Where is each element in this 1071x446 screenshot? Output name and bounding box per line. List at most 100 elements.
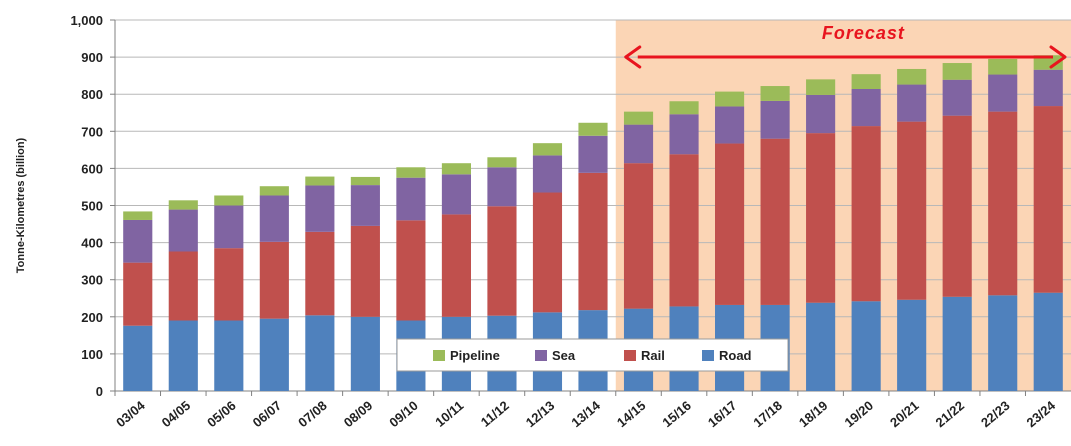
x-tick-label: 12/13 — [523, 398, 558, 430]
bar-pipeline-13-14 — [578, 122, 608, 136]
bar-sea-15-16 — [669, 114, 699, 155]
bar-rail-05-06 — [214, 248, 244, 321]
bar-rail-19-20 — [851, 126, 881, 302]
y-axis-title: Tonne-Kilometres (billion) — [15, 137, 27, 273]
bar-pipeline-20-21 — [897, 68, 927, 85]
bar-sea-09-10 — [396, 177, 426, 221]
bar-sea-11-12 — [487, 167, 517, 207]
x-tick-label: 05/06 — [204, 398, 239, 430]
y-tick-label: 1,000 — [70, 13, 103, 28]
bar-rail-06-07 — [259, 241, 289, 319]
y-tick-label: 800 — [81, 87, 103, 102]
x-tick-label: 11/12 — [478, 398, 512, 430]
bar-pipeline-07-08 — [305, 176, 335, 186]
bar-sea-04-05 — [168, 209, 198, 252]
bar-sea-19-20 — [851, 89, 881, 127]
legend-label-rail: Rail — [641, 348, 665, 363]
x-tick-label: 23/24 — [1024, 397, 1059, 430]
bar-sea-08-09 — [350, 185, 380, 226]
forecast-arrowhead-left-icon — [624, 45, 642, 69]
x-tick-label: 13/14 — [568, 397, 603, 430]
bar-road-22-23 — [988, 295, 1018, 391]
bar-sea-06-07 — [259, 195, 289, 242]
bar-pipeline-18-19 — [806, 79, 836, 95]
bar-sea-03-04 — [123, 219, 153, 263]
bar-sea-20-21 — [897, 84, 927, 122]
x-tick-label: 19/20 — [841, 398, 876, 430]
bar-rail-18-19 — [806, 133, 836, 303]
x-tick-label: 15/16 — [659, 398, 694, 430]
bar-rail-21-22 — [942, 115, 972, 297]
x-tick-label: 16/17 — [705, 398, 740, 430]
bar-pipeline-19-20 — [851, 74, 881, 90]
x-tick-label: 07/08 — [295, 398, 330, 430]
bar-pipeline-08-09 — [350, 176, 380, 186]
bar-sea-10-11 — [441, 174, 471, 215]
bar-pipeline-04-05 — [168, 200, 198, 210]
bar-sea-17-18 — [760, 100, 790, 139]
x-tick-label: 04/05 — [159, 398, 194, 430]
bar-rail-07-08 — [305, 231, 335, 316]
bar-rail-11-12 — [487, 206, 517, 316]
bar-rail-15-16 — [669, 154, 699, 307]
bar-pipeline-22-23 — [988, 58, 1018, 75]
y-tick-label: 400 — [81, 236, 103, 251]
forecast-arrowhead-right-icon — [1049, 45, 1067, 69]
bar-road-08-09 — [350, 316, 380, 391]
bar-rail-03-04 — [123, 262, 153, 326]
bar-road-20-21 — [897, 299, 927, 391]
y-tick-label: 500 — [81, 199, 103, 214]
bar-pipeline-03-04 — [123, 211, 153, 220]
forecast-label: Forecast — [822, 23, 905, 43]
bar-rail-10-11 — [441, 214, 471, 317]
y-tick-label: 200 — [81, 310, 103, 325]
bar-pipeline-05-06 — [214, 195, 244, 206]
bar-rail-09-10 — [396, 220, 426, 321]
legend-swatch-pipeline — [433, 350, 445, 361]
bar-pipeline-12-13 — [532, 143, 563, 156]
bar-sea-22-23 — [988, 74, 1018, 112]
y-tick-label: 0 — [96, 384, 103, 399]
legend-label-sea: Sea — [552, 348, 576, 363]
bar-rail-23-24 — [1033, 106, 1063, 293]
x-tick-label: 08/09 — [341, 398, 376, 430]
legend-label-road: Road — [719, 348, 752, 363]
x-tick-label: 14/15 — [614, 398, 649, 430]
bar-sea-14-15 — [623, 124, 654, 164]
bar-road-06-07 — [259, 318, 289, 391]
bar-road-23-24 — [1033, 292, 1063, 391]
legend-swatch-road — [702, 350, 714, 361]
bar-rail-17-18 — [760, 138, 790, 305]
bar-sea-21-22 — [942, 79, 972, 116]
bar-pipeline-14-15 — [623, 111, 654, 125]
x-tick-label: 10/11 — [432, 398, 466, 430]
bar-rail-14-15 — [623, 163, 654, 309]
bar-sea-05-06 — [214, 205, 244, 249]
bar-pipeline-17-18 — [760, 86, 790, 101]
x-tick-label: 09/10 — [386, 398, 421, 430]
bar-road-03-04 — [123, 325, 153, 391]
bar-road-21-22 — [942, 296, 972, 391]
bar-pipeline-16-17 — [715, 91, 745, 107]
bar-pipeline-15-16 — [669, 101, 699, 115]
legend-swatch-sea — [535, 350, 547, 361]
bar-road-07-08 — [305, 315, 335, 391]
bar-sea-13-14 — [578, 135, 608, 173]
bar-road-04-05 — [168, 320, 198, 391]
x-tick-label: 20/21 — [887, 398, 922, 430]
bar-sea-07-08 — [305, 185, 335, 232]
bar-pipeline-09-10 — [396, 167, 426, 178]
bar-rail-08-09 — [350, 225, 380, 317]
legend — [396, 338, 789, 372]
x-tick-label: 03/04 — [113, 397, 148, 430]
bar-rail-22-23 — [988, 111, 1018, 296]
bar-rail-16-17 — [715, 143, 745, 305]
bar-pipeline-23-24 — [1033, 55, 1063, 70]
legend-label-pipeline: Pipeline — [450, 348, 500, 363]
bar-sea-16-17 — [715, 106, 745, 144]
bar-road-19-20 — [851, 301, 881, 391]
x-tick-label: 18/19 — [796, 398, 831, 430]
x-tick-label: 21/22 — [933, 398, 968, 430]
